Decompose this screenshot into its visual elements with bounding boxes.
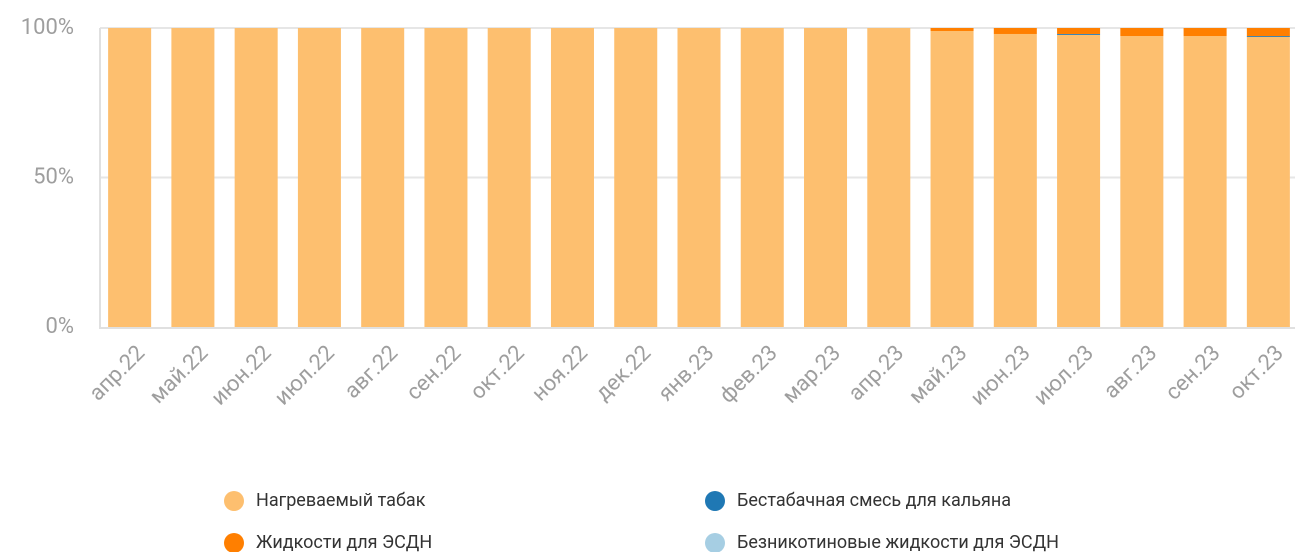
bar-segment — [424, 28, 468, 327]
bar-segment — [1057, 28, 1101, 34]
legend-label: Нагреваемый табак — [256, 490, 426, 511]
bar-segment — [993, 28, 1037, 34]
y-tick-label: 50% — [33, 164, 74, 189]
legend-marker — [224, 491, 244, 511]
legend-label: Жидкости для ЭСДН — [256, 532, 432, 552]
y-tick-label: 100% — [21, 15, 74, 40]
x-tick-label: май.23 — [904, 341, 972, 409]
bar-segment — [867, 28, 911, 327]
x-tick-label: мар.23 — [778, 341, 846, 409]
x-tick-label: янв.23 — [654, 341, 720, 407]
x-tick-label: июл.23 — [1029, 341, 1099, 411]
x-tick-label: сен.23 — [1161, 341, 1226, 406]
bar-segment — [1246, 36, 1290, 37]
bar-segment — [993, 33, 1037, 327]
x-tick-label: окт.22 — [466, 341, 530, 405]
legend-marker — [224, 533, 244, 552]
x-tick-label: апр.23 — [844, 341, 909, 406]
x-tick-label: май.22 — [145, 341, 213, 409]
x-tick-label: авг.23 — [1099, 341, 1162, 404]
legend-marker — [705, 533, 725, 552]
bar-segment — [930, 28, 974, 31]
x-tick-label: фев.23 — [715, 341, 783, 409]
bar-segment — [171, 28, 215, 327]
x-tick-label: сен.22 — [402, 341, 467, 406]
bar-segment — [297, 28, 341, 327]
x-tick-label: июн.22 — [207, 341, 277, 411]
bar-segment — [108, 28, 152, 327]
bar-segment — [677, 28, 721, 327]
legend-marker — [705, 491, 725, 511]
bar-segment — [1120, 28, 1164, 37]
x-tick-label: окт.23 — [1225, 341, 1289, 405]
y-tick-label: 0% — [46, 314, 74, 339]
bar-segment — [1120, 36, 1164, 327]
bar-segment — [1183, 36, 1227, 327]
bar-segment — [740, 28, 784, 327]
x-tick-label: авг.22 — [340, 341, 403, 404]
legend-label: Безникотиновые жидкости для ЭСДН — [737, 532, 1059, 552]
legend-label: Бестабачная смесь для кальяна — [737, 490, 1011, 511]
x-tick-label: июн.23 — [966, 341, 1036, 411]
bar-segment — [1183, 28, 1227, 37]
x-tick-label: апр.22 — [85, 341, 150, 406]
bar-segment — [487, 28, 531, 327]
bar-segment — [1057, 34, 1101, 327]
x-tick-label: июл.22 — [270, 341, 340, 411]
bar-segment — [361, 28, 405, 327]
x-tick-label: ноя.22 — [527, 341, 593, 407]
bar-segment — [804, 28, 848, 327]
bar-segment — [614, 28, 658, 327]
bar-segment — [1246, 28, 1290, 37]
bar-segment — [1246, 36, 1290, 327]
bar-segment — [234, 28, 278, 327]
bar-segment — [930, 30, 974, 328]
bar-segment — [550, 28, 594, 327]
bar-segment — [1057, 33, 1101, 35]
x-tick-label: дек.22 — [591, 341, 656, 406]
